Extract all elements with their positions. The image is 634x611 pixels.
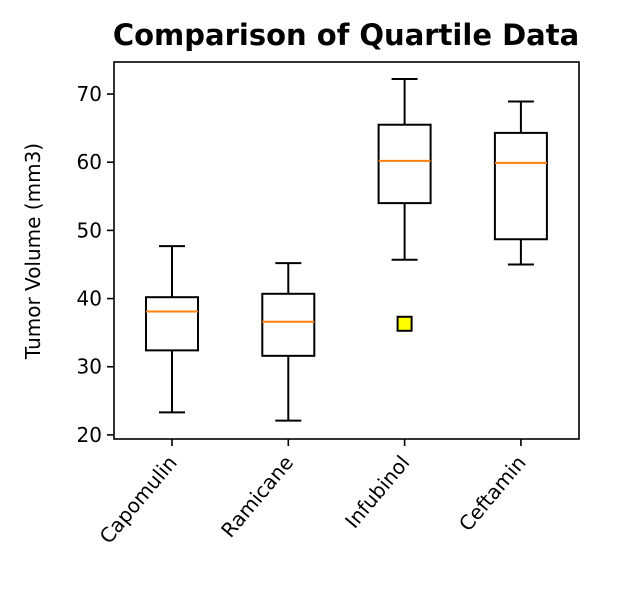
iqr-box: [493, 131, 548, 241]
y-tick-label: 70: [77, 82, 102, 106]
outlier-point: [396, 315, 413, 332]
chart-title: Comparison of Quartile Data: [113, 18, 579, 52]
y-tick-label: 20: [77, 423, 102, 447]
box-ramicane: [261, 262, 316, 422]
y-tick-label: 60: [77, 150, 102, 174]
iqr-box: [145, 296, 199, 352]
y-axis-label: Tumor Volume (mm3): [21, 143, 45, 360]
y-tick-label: 50: [77, 218, 102, 242]
box-capomulin: [145, 245, 199, 414]
box-ceftamin: [493, 100, 548, 266]
x-tick-label-infubinol: Infubinol: [340, 451, 414, 533]
x-tick-label-ramicane: Ramicane: [216, 451, 298, 542]
plot-area: 20 30 40 50 60 70 Capomulin Ramicane Infubinol Ce…: [77, 78, 548, 548]
iqr-box: [377, 123, 432, 205]
box-infubinol: [377, 78, 432, 332]
x-tick-label-capomulin: Capomulin: [95, 451, 182, 548]
y-tick-label: 30: [77, 355, 102, 379]
y-tick-label: 40: [77, 287, 102, 311]
x-tick-label-ceftamin: Ceftamin: [454, 451, 531, 536]
plot-frame: [113, 61, 580, 440]
iqr-box: [261, 292, 316, 357]
